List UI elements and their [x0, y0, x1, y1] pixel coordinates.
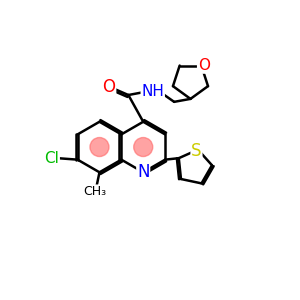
Circle shape	[90, 137, 109, 157]
Circle shape	[134, 137, 153, 157]
Text: N: N	[137, 163, 149, 181]
Text: NH: NH	[141, 84, 164, 99]
Text: O: O	[103, 78, 116, 96]
Text: Cl: Cl	[44, 151, 59, 166]
Text: S: S	[191, 142, 202, 160]
Text: CH₃: CH₃	[83, 185, 106, 198]
Text: O: O	[198, 58, 210, 73]
